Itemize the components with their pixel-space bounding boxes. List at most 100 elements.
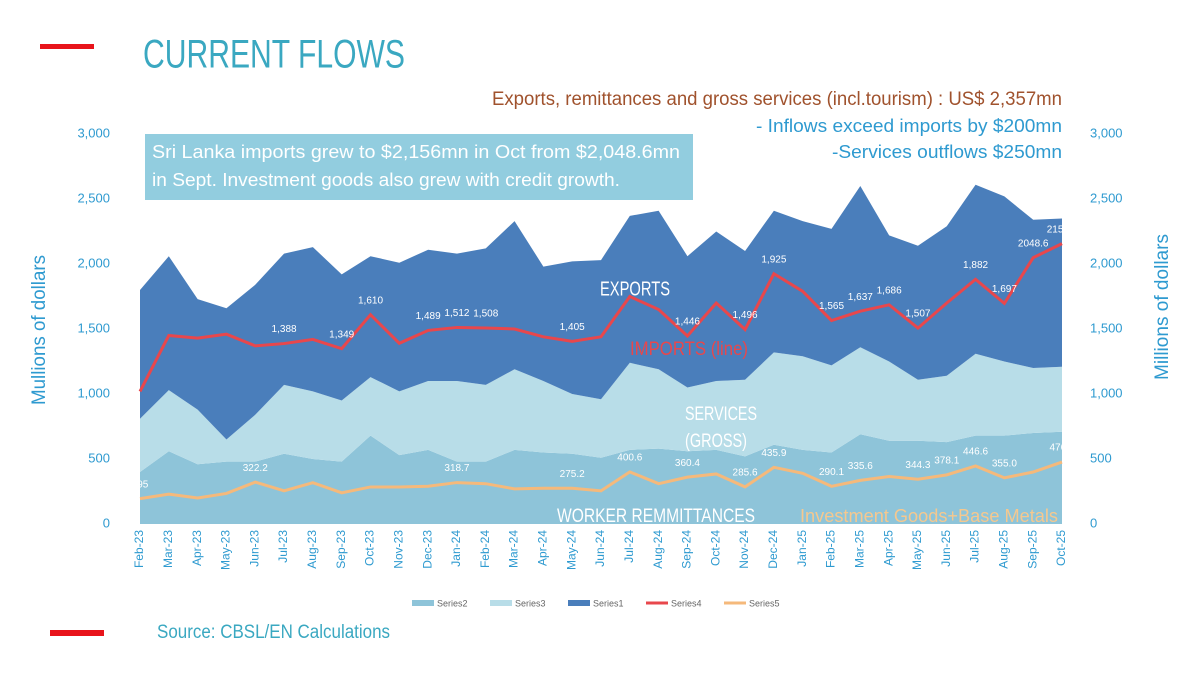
annotation: WORKER REMMITTANCES xyxy=(557,506,755,527)
x-tick-label: Jun-23 xyxy=(247,530,261,567)
data-label: 344.3 xyxy=(905,460,930,471)
legend: Series2 Series3 Series1 Series4 Series5 xyxy=(412,598,780,608)
data-label: 285.6 xyxy=(733,468,758,479)
y2-tick-label: 2,500 xyxy=(1090,190,1123,205)
x-tick-label: Dec-24 xyxy=(766,530,780,569)
subtitle: - Inflows exceed imports by $200mn xyxy=(756,116,1062,136)
x-tick-label: May-25 xyxy=(910,530,924,570)
data-label: 1,697 xyxy=(992,284,1017,295)
y2-axis-label: Millions of dollars xyxy=(1152,234,1173,380)
data-label: 360.4 xyxy=(675,458,700,469)
y2-tick-label: 0 xyxy=(1090,515,1097,530)
y-tick-label: 2,000 xyxy=(77,255,110,270)
data-label: 1,496 xyxy=(733,310,758,321)
y-axis-label: Mullions of dollars xyxy=(29,255,50,405)
decor-dash xyxy=(40,44,94,49)
legend-swatch xyxy=(490,600,512,606)
data-label: 378.1 xyxy=(934,455,959,466)
plot-area: 1,388 1,349 1,610 1,489 1,512 1,508 1,405 1,446… xyxy=(132,184,1078,524)
data-label: 400.6 xyxy=(617,453,642,464)
data-label: 275.2 xyxy=(560,469,585,480)
x-tick-label: Apr-24 xyxy=(536,530,550,566)
data-label: 1,610 xyxy=(358,295,383,306)
data-label: 1,512 xyxy=(444,308,469,319)
annotation: (GROSS) xyxy=(685,431,747,452)
x-tick-label: Feb-25 xyxy=(824,530,838,568)
legend-label: Series3 xyxy=(515,598,546,608)
x-tick-label: Oct-23 xyxy=(363,530,377,566)
data-label: 1,388 xyxy=(272,324,297,335)
annotation: Investment Goods+Base Metals xyxy=(800,506,1058,526)
data-label: 1,565 xyxy=(819,301,844,312)
x-tick-label: Aug-25 xyxy=(997,530,1011,569)
y-tick-label: 500 xyxy=(88,450,110,465)
note-box xyxy=(145,134,693,200)
data-label: 476.7 xyxy=(1049,443,1074,454)
x-tick-label: Jan-24 xyxy=(449,530,463,567)
annotation: EXPORTS xyxy=(600,278,670,300)
x-tick-label: Mar-24 xyxy=(507,530,521,568)
y2-tick-label: 1,500 xyxy=(1090,320,1123,335)
data-label: 318.7 xyxy=(444,463,469,474)
data-label: 355.0 xyxy=(992,458,1017,469)
data-label: 1,405 xyxy=(560,322,585,333)
source: Source: CBSL/EN Calculations xyxy=(157,622,390,643)
y-tick-label: 1,000 xyxy=(77,385,110,400)
legend-swatch xyxy=(412,600,434,606)
x-tick-label: Dec-23 xyxy=(420,530,434,569)
x-tick-label: Apr-25 xyxy=(881,530,895,566)
data-label: 1,446 xyxy=(675,317,700,328)
x-tick-label: Sep-24 xyxy=(680,530,694,569)
decor-dash xyxy=(50,630,104,636)
x-tick-label: Sep-25 xyxy=(1025,530,1039,569)
x-tick-label: Oct-25 xyxy=(1054,530,1068,566)
y-tick-label: 1,500 xyxy=(77,320,110,335)
x-tick-label: May-24 xyxy=(564,530,578,570)
data-label: 446.6 xyxy=(963,447,988,458)
data-label: 1,349 xyxy=(329,329,354,340)
x-tick-label: Jul-24 xyxy=(622,530,636,563)
data-label: 1,508 xyxy=(473,309,498,320)
y2-tick-label: 1,000 xyxy=(1090,385,1123,400)
x-tick-label: May-23 xyxy=(219,530,233,570)
note: Sri Lanka imports grew to $2,156mn in Oc… xyxy=(152,142,680,162)
y-tick-label: 2,500 xyxy=(77,190,110,205)
legend-label: Series4 xyxy=(671,598,702,608)
area xyxy=(140,347,1062,472)
x-tick-label: Oct-24 xyxy=(708,530,722,566)
data-label: 335.6 xyxy=(848,461,873,472)
legend-label: Series5 xyxy=(749,598,780,608)
legend-swatch xyxy=(568,600,590,606)
x-tick-label: Jul-25 xyxy=(968,530,982,563)
y2-tick-label: 3,000 xyxy=(1090,125,1123,140)
y2-tick-label: 500 xyxy=(1090,450,1112,465)
data-label: 2156.8 xyxy=(1047,224,1078,235)
x-tick-label: Feb-24 xyxy=(478,530,492,568)
data-label: 2048.6 xyxy=(1018,238,1049,249)
line xyxy=(138,242,1063,393)
y2-tick-label: 2,000 xyxy=(1090,255,1123,270)
note: in Sept. Investment goods also grew with… xyxy=(152,170,620,190)
subtitle: -Services outflows $250mn xyxy=(832,142,1062,162)
data-label: 1,637 xyxy=(848,292,873,303)
area xyxy=(140,184,1062,440)
x-tick-label: Apr-23 xyxy=(190,530,204,566)
legend-label: Series2 xyxy=(437,598,468,608)
x-tick-label: Mar-25 xyxy=(852,530,866,568)
data-label: 1,925 xyxy=(761,254,786,265)
data-label: 435.9 xyxy=(761,448,786,459)
data-label: 290.1 xyxy=(819,467,844,478)
x-tick-label: Feb-23 xyxy=(132,530,146,568)
x-tick-label: Aug-23 xyxy=(305,530,319,569)
area xyxy=(140,431,1062,524)
x-tick-label: Sep-23 xyxy=(334,530,348,569)
data-label: 1,882 xyxy=(963,260,988,271)
chart-title: CURRENT FLOWS xyxy=(143,33,405,77)
x-tick-label: Jun-24 xyxy=(593,530,607,567)
x-tick-label: Nov-24 xyxy=(737,530,751,569)
x-tick-label: Nov-23 xyxy=(391,530,405,569)
data-label: 322.2 xyxy=(243,463,268,474)
data-label: 195 xyxy=(132,479,149,490)
x-tick-label: Jul-23 xyxy=(276,530,290,563)
